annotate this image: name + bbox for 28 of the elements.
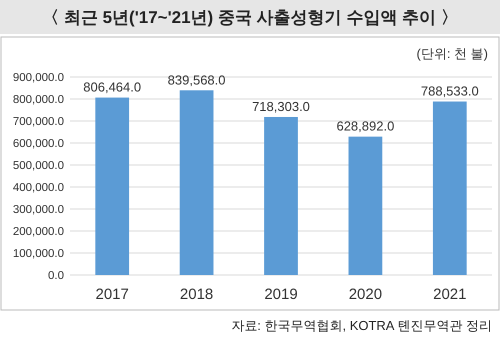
data-label: 718,303.0 bbox=[252, 98, 310, 114]
y-tick-label: 500,000.0 bbox=[12, 160, 64, 172]
y-tick-label: 700,000.0 bbox=[12, 116, 64, 128]
y-tick-label: 800,000.0 bbox=[12, 94, 64, 106]
x-tick-label: 2018 bbox=[180, 286, 214, 303]
y-tick-label: 0.0 bbox=[48, 270, 64, 282]
y-tick-label: 400,000.0 bbox=[12, 182, 64, 194]
data-label: 788,533.0 bbox=[420, 84, 479, 99]
x-tick-label: 2017 bbox=[96, 286, 129, 303]
x-tick-label: 2021 bbox=[433, 286, 466, 303]
y-tick-label: 100,000.0 bbox=[12, 248, 64, 260]
bar bbox=[180, 90, 214, 275]
x-tick-label: 2020 bbox=[348, 286, 382, 303]
chart-title: 〈 최근 5년('17~'21년) 중국 사출성형기 수입액 추이 〉 bbox=[42, 8, 458, 27]
y-tick-label: 900,000.0 bbox=[12, 72, 64, 84]
data-label: 628,892.0 bbox=[336, 118, 394, 134]
bar bbox=[264, 116, 298, 275]
text: 자료: 한국무역협회, KOTRA 톈진무역관 정리 bbox=[231, 318, 492, 333]
bar bbox=[95, 98, 130, 275]
bar bbox=[348, 136, 382, 275]
x-tick-label: 2019 bbox=[264, 286, 298, 303]
data-label: 806,464.0 bbox=[83, 80, 142, 95]
bar bbox=[432, 102, 467, 275]
data-label: 839,568.0 bbox=[168, 72, 226, 88]
y-tick-label: 600,000.0 bbox=[12, 138, 64, 150]
y-tick-label: 300,000.0 bbox=[12, 204, 64, 216]
y-tick-label: 200,000.0 bbox=[12, 226, 64, 238]
chart-subtitle: (단위: 천 불) bbox=[416, 46, 488, 61]
